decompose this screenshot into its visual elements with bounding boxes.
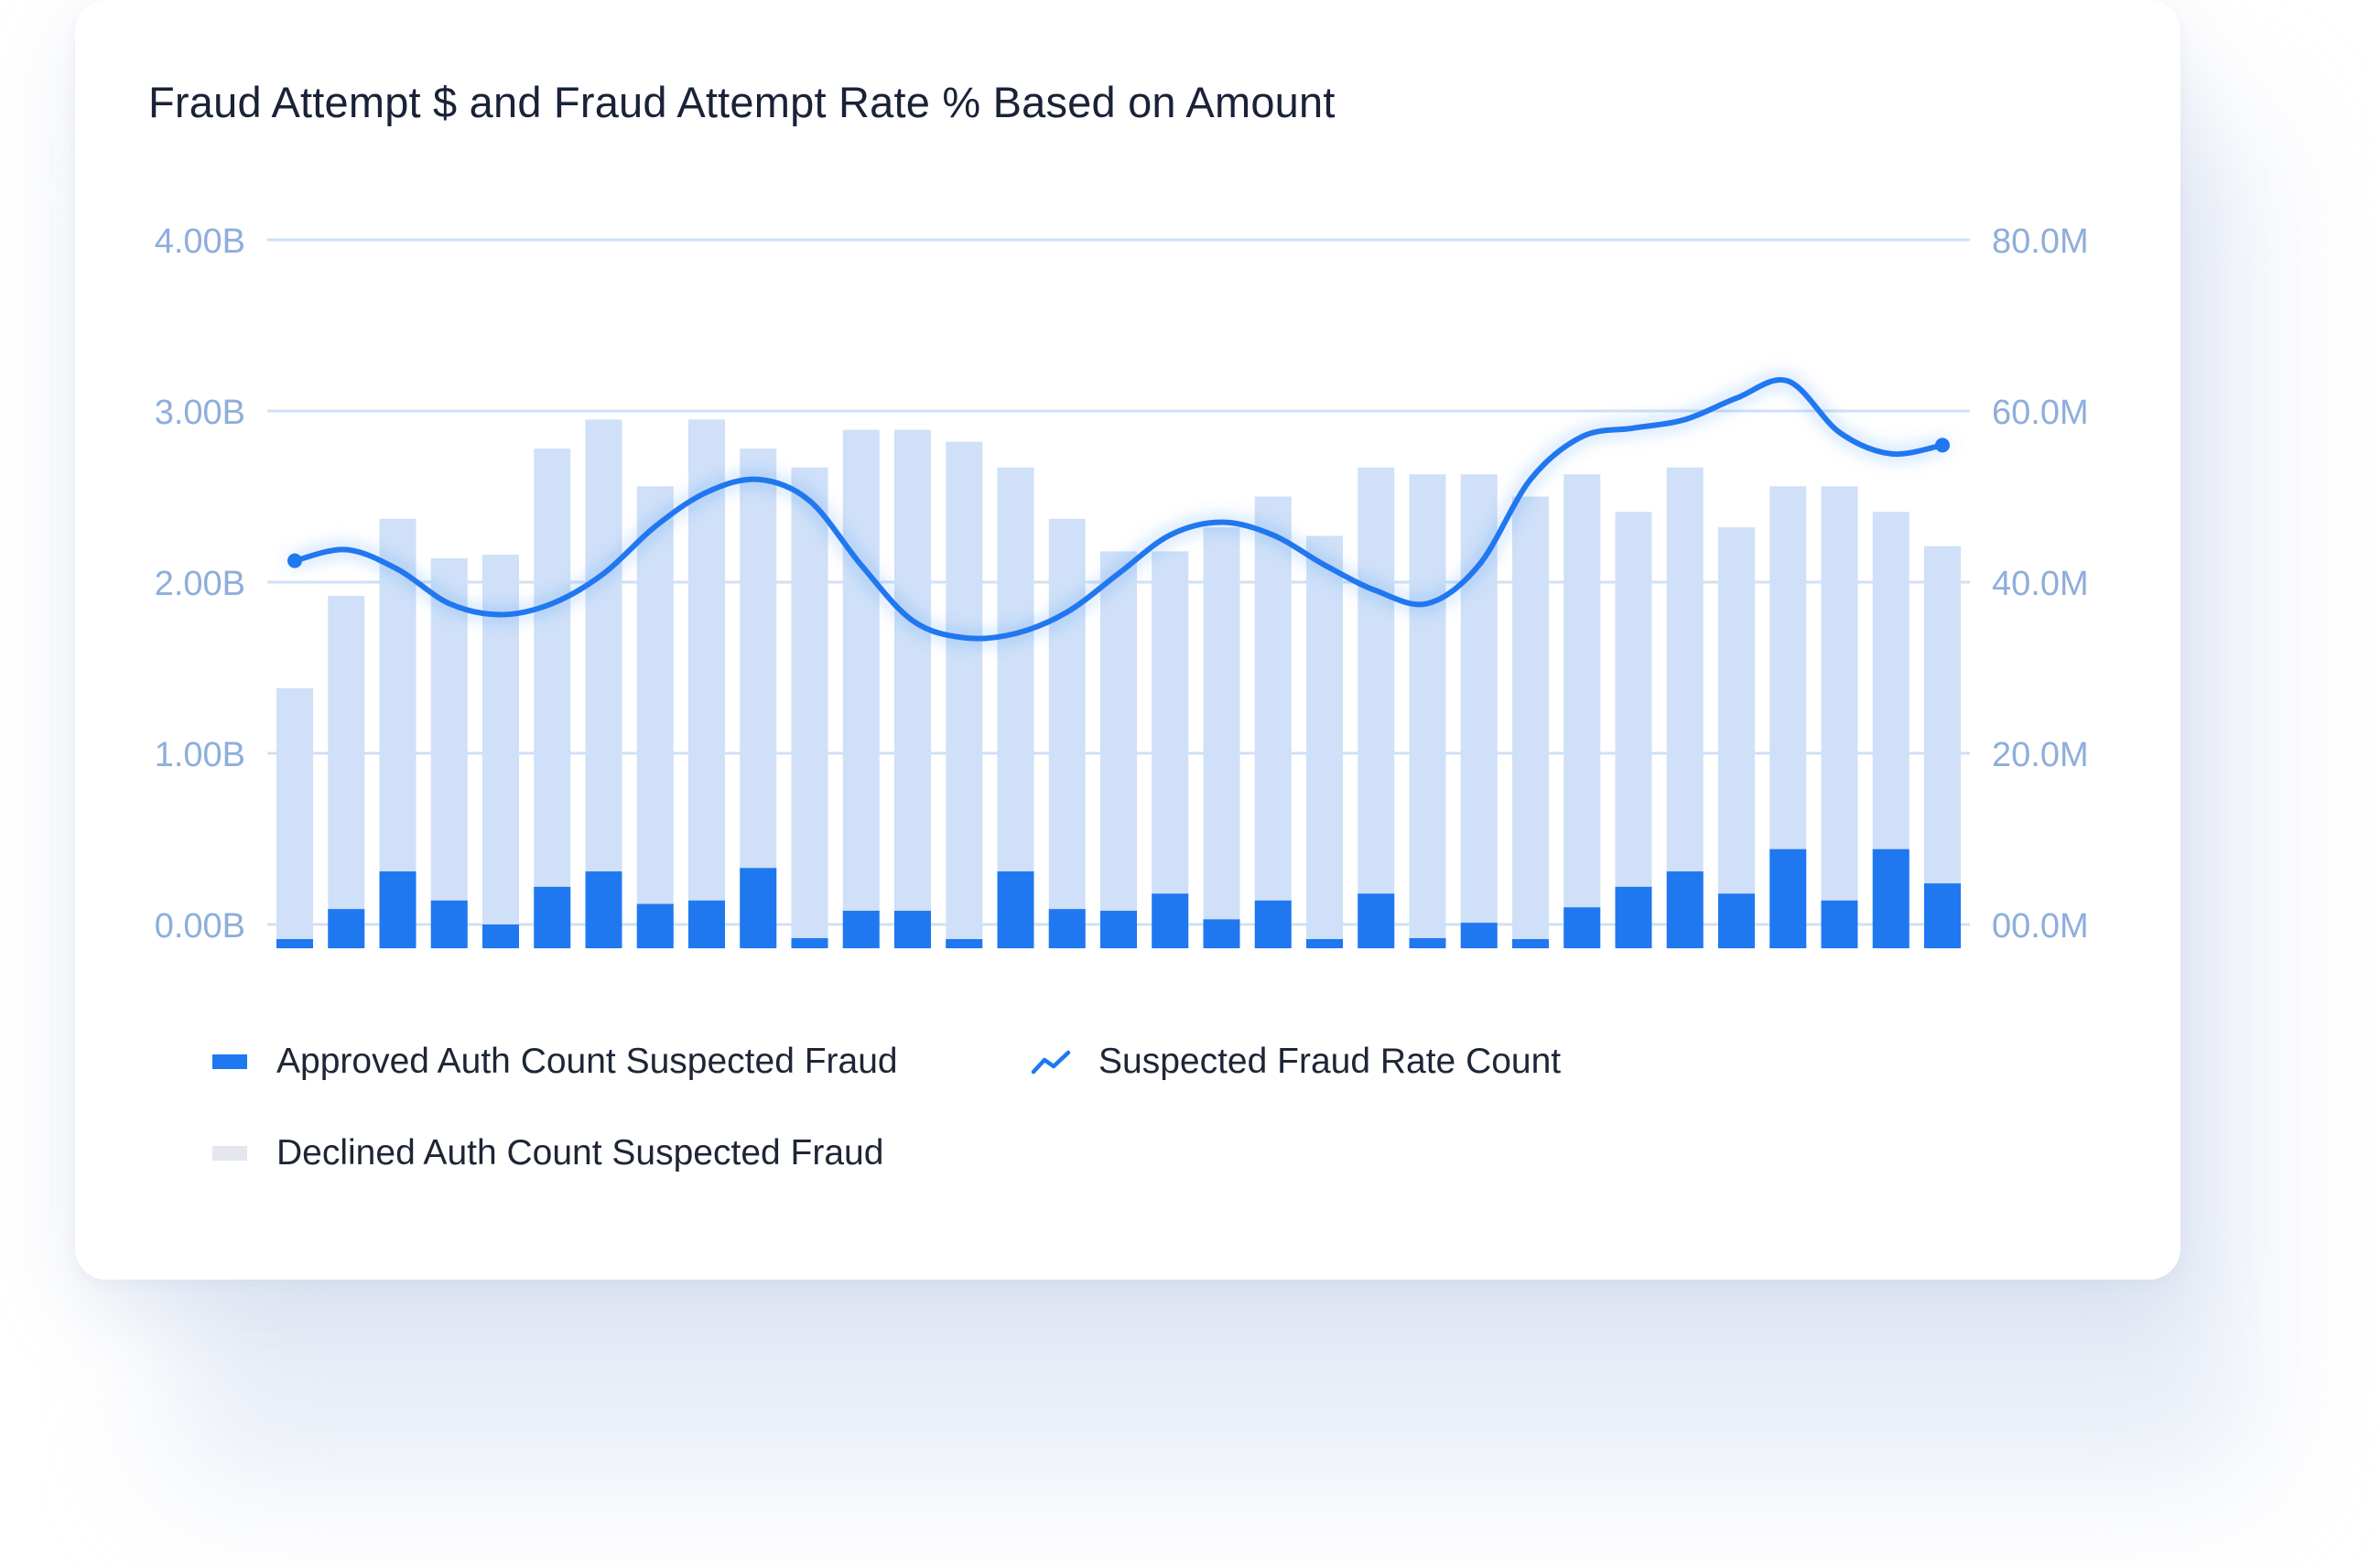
- declined-bar[interactable]: [1821, 486, 1858, 948]
- legend-label-rate: Suspected Fraud Rate Count: [1098, 1042, 1562, 1081]
- legend-item-rate[interactable]: Suspected Fraud Rate Count: [1031, 1042, 1561, 1082]
- rate-line-endpoint[interactable]: [1935, 438, 1950, 453]
- approved-bar[interactable]: [1100, 911, 1137, 948]
- legend: Approved Auth Count Suspected Fraud Susp…: [212, 1025, 1769, 1173]
- approved-bar[interactable]: [1254, 900, 1292, 948]
- chart-title: Fraud Attempt $ and Fraud Attempt Rate %…: [148, 78, 1336, 126]
- approved-bar[interactable]: [1872, 848, 1909, 948]
- right-axis-tick-label: 80.0M: [1992, 222, 2089, 261]
- approved-bar[interactable]: [1666, 871, 1704, 948]
- approved-bar[interactable]: [1924, 883, 1961, 948]
- approved-bar[interactable]: [1512, 939, 1549, 948]
- declined-bar[interactable]: [688, 419, 725, 949]
- declined-bar[interactable]: [1666, 467, 1704, 949]
- declined-bar[interactable]: [1718, 527, 1755, 948]
- approved-bar[interactable]: [430, 900, 468, 948]
- approved-bar[interactable]: [1460, 923, 1498, 948]
- approved-bar[interactable]: [482, 924, 519, 948]
- declined-bar[interactable]: [1203, 527, 1240, 948]
- declined-bar[interactable]: [1924, 546, 1961, 948]
- chart-card: Fraud Attempt $ and Fraud Attempt Rate %…: [75, 0, 2180, 1280]
- approved-bar[interactable]: [585, 871, 622, 948]
- approved-bar[interactable]: [688, 900, 725, 948]
- fraud-chart: 4.00B 3.00B 2.00B 1.00B 0.00B 80.0M 60.0M 40.0…: [155, 222, 2089, 949]
- legend-swatch-declined: [212, 1146, 247, 1161]
- declined-bar[interactable]: [1563, 474, 1601, 948]
- declined-bar[interactable]: [1254, 496, 1292, 949]
- approved-bar[interactable]: [740, 868, 777, 948]
- approved-bar[interactable]: [276, 939, 313, 948]
- declined-bar[interactable]: [894, 429, 931, 948]
- declined-bar[interactable]: [842, 429, 880, 948]
- declined-bar[interactable]: [1152, 551, 1189, 948]
- declined-bars: [276, 419, 1961, 949]
- approved-bar[interactable]: [1821, 900, 1858, 948]
- approved-bar[interactable]: [1615, 886, 1652, 948]
- declined-bar[interactable]: [946, 441, 983, 948]
- declined-bar[interactable]: [740, 448, 777, 948]
- legend-item-approved[interactable]: Approved Auth Count Suspected Fraud: [212, 1042, 898, 1082]
- right-axis-tick-label: 00.0M: [1992, 907, 2089, 946]
- approved-bar[interactable]: [997, 871, 1034, 948]
- declined-bar[interactable]: [585, 419, 622, 949]
- declined-bar[interactable]: [997, 467, 1034, 949]
- approved-bar[interactable]: [1409, 937, 1446, 948]
- approved-bar[interactable]: [1769, 848, 1807, 948]
- approved-bar[interactable]: [1718, 893, 1755, 948]
- approved-bar[interactable]: [946, 939, 983, 948]
- right-axis-tick-label: 60.0M: [1992, 394, 2089, 432]
- trend-line-icon: [1031, 1050, 1071, 1075]
- approved-bar[interactable]: [328, 909, 365, 948]
- approved-bar[interactable]: [534, 886, 571, 948]
- declined-bar[interactable]: [1512, 496, 1549, 949]
- approved-bar[interactable]: [842, 911, 880, 948]
- declined-bar[interactable]: [276, 687, 313, 948]
- declined-bar[interactable]: [1100, 551, 1137, 948]
- declined-bar[interactable]: [791, 467, 828, 949]
- left-axis-tick-label: 4.00B: [155, 222, 245, 261]
- declined-bar[interactable]: [1306, 535, 1343, 948]
- approved-bar[interactable]: [636, 903, 674, 948]
- declined-bar[interactable]: [534, 448, 571, 948]
- declined-bar[interactable]: [636, 486, 674, 948]
- declined-bar[interactable]: [1048, 518, 1086, 948]
- legend-swatch-approved: [212, 1054, 247, 1069]
- declined-bar[interactable]: [328, 595, 365, 948]
- legend-item-declined[interactable]: Declined Auth Count Suspected Fraud: [212, 1133, 883, 1173]
- right-axis-tick-label: 20.0M: [1992, 736, 2089, 774]
- left-axis: 4.00B 3.00B 2.00B 1.00B 0.00B: [155, 222, 245, 946]
- legend-label-declined: Declined Auth Count Suspected Fraud: [276, 1133, 884, 1173]
- right-axis-tick-label: 40.0M: [1992, 565, 2089, 603]
- left-axis-tick-label: 3.00B: [155, 394, 245, 432]
- declined-bar[interactable]: [1409, 474, 1446, 948]
- rate-line-path[interactable]: [292, 377, 1945, 642]
- declined-bar[interactable]: [1615, 512, 1652, 948]
- rate-line: [287, 373, 1950, 645]
- approved-bar[interactable]: [894, 911, 931, 948]
- right-axis: 80.0M 60.0M 40.0M 20.0M 00.0M: [1992, 222, 2089, 946]
- approved-bar[interactable]: [1152, 893, 1189, 948]
- approved-bar[interactable]: [1358, 893, 1395, 948]
- left-axis-tick-label: 1.00B: [155, 736, 245, 774]
- left-axis-tick-label: 0.00B: [155, 907, 245, 946]
- approved-bar[interactable]: [1048, 909, 1086, 948]
- approved-bar[interactable]: [1203, 919, 1240, 948]
- approved-bar[interactable]: [379, 871, 416, 948]
- declined-bar[interactable]: [1358, 467, 1395, 949]
- approved-bars: [276, 848, 1961, 948]
- rate-line-endpoint[interactable]: [287, 553, 302, 568]
- left-axis-tick-label: 2.00B: [155, 565, 245, 603]
- legend-label-approved: Approved Auth Count Suspected Fraud: [276, 1042, 898, 1081]
- approved-bar[interactable]: [1563, 907, 1601, 948]
- approved-bar[interactable]: [791, 937, 828, 948]
- declined-bar[interactable]: [430, 557, 468, 948]
- approved-bar[interactable]: [1306, 939, 1343, 948]
